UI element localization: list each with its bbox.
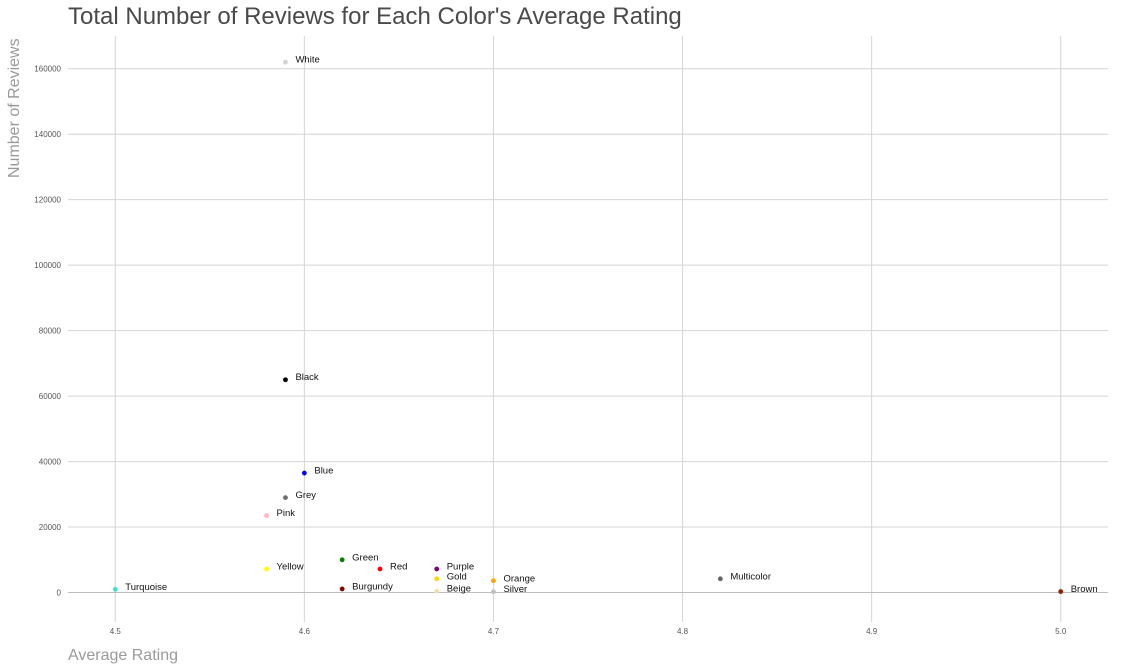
data-label-burgundy: Burgundy [352,581,393,592]
data-point-burgundy [339,586,345,592]
data-label-blue: Blue [314,466,333,477]
x-tick-label: 4.7 [488,627,500,636]
data-point-silver [491,589,496,595]
grid-lines [68,36,1108,622]
data-point-green [339,557,345,563]
data-label-yellow: Yellow [277,561,304,572]
y-tick-label: 0 [57,589,62,598]
y-tick-label: 160000 [34,65,61,74]
data-label-purple: Purple [447,561,474,572]
data-point-red [377,566,383,572]
data-label-multicolor: Multicolor [730,571,771,582]
x-axis-title: Average Rating [68,647,178,664]
data-point-turquoise [112,586,118,592]
data-label-red: Red [390,561,407,572]
data-label-black: Black [295,372,318,383]
y-axis-title: Number of Reviews [6,38,23,178]
y-tick-label: 60000 [39,392,62,401]
data-label-green: Green [352,552,378,563]
y-tick-label: 100000 [34,261,61,270]
data-label-turquoise: Turquoise [125,582,167,593]
data-point-yellow [264,566,269,572]
data-label-grey: Grey [295,490,316,501]
y-tick-label: 140000 [34,130,61,139]
data-point-beige [434,588,440,594]
x-tick-label: 5.0 [1055,627,1067,636]
data-point-gold [434,576,440,582]
data-point-multicolor [717,576,723,582]
data-point-pink [264,513,269,519]
data-label-beige: Beige [447,584,471,595]
x-tick-label: 4.5 [110,627,122,636]
y-tick-label: 80000 [39,327,62,336]
y-axis-ticks: 0 20000 40000 60000 80000 100000 120000 140000 1… [34,65,61,598]
data-label-orange: Orange [503,573,535,584]
data-point-grey [283,495,288,500]
data-point-purple [434,566,440,572]
data-point-blue [301,470,307,476]
y-tick-label: 120000 [34,196,61,205]
data-points: White Black Blue Grey Pink Green Red Yellow Purp… [112,55,1098,595]
data-point-black [283,377,288,383]
x-axis-ticks: 4.5 4.6 4.7 4.8 4.9 5.0 [110,627,1067,636]
y-tick-label: 40000 [39,458,62,467]
data-label-silver: Silver [503,584,527,595]
data-point-brown [1058,589,1064,594]
y-tick-label: 20000 [39,523,62,532]
chart-title: Total Number of Reviews for Each Color's… [68,3,682,30]
data-label-brown: Brown [1071,584,1098,595]
data-label-gold: Gold [447,571,467,582]
x-tick-label: 4.9 [866,627,878,636]
data-point-white [283,59,288,65]
x-tick-label: 4.6 [299,627,311,636]
data-label-pink: Pink [277,508,296,519]
data-point-orange [491,578,496,584]
x-tick-label: 4.8 [677,627,689,636]
data-label-white: White [295,55,319,66]
